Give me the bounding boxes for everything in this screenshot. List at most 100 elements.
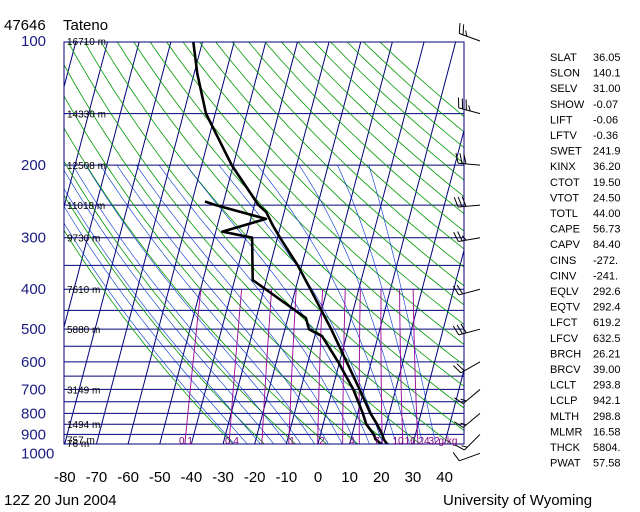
index-value: 36.05: [593, 52, 621, 64]
temperature-tick-label: -70: [86, 469, 108, 486]
height-label: 16710 m: [67, 37, 106, 48]
index-value: 298.8: [593, 411, 621, 423]
dry-adiabat-line: [248, 42, 464, 250]
mixing-ratio-label: 0.4: [225, 436, 239, 447]
index-value: 24.50: [593, 192, 621, 204]
wind-barb: [455, 152, 481, 166]
temperature-tick-label: 40: [436, 469, 453, 486]
isotherm-line: [349, 42, 457, 444]
mixing-ratio-label: g/kg: [439, 436, 458, 447]
dry-adiabat-line: [182, 42, 464, 326]
data-source: University of Wyoming: [443, 492, 592, 509]
isotherm-line: [95, 42, 203, 444]
dry-adiabat-line: [64, 127, 328, 444]
wind-barb: [458, 23, 481, 42]
mixing-ratio-line: [342, 289, 346, 444]
wind-barb: [455, 434, 481, 451]
moist-adiabat-line: [158, 164, 357, 444]
index-value: 292.4: [593, 302, 621, 314]
index-value: 632.5: [593, 333, 621, 345]
index-value: 292.6: [593, 286, 621, 298]
index-value: 26.21: [593, 348, 621, 360]
pressure-tick-label: 400: [21, 281, 46, 298]
index-name: SHOW: [550, 99, 585, 111]
wind-barb: [453, 196, 481, 208]
isotherm-line: [0, 41, 45, 462]
station-number: 47646: [4, 17, 46, 34]
wind-barb: [454, 412, 481, 428]
height-label: 11018 m: [67, 201, 105, 212]
pressure-tick-label: 600: [21, 354, 46, 371]
isotherm-line: [0, 41, 13, 462]
index-value: 84.40: [593, 239, 621, 251]
wind-barb-flag: [461, 235, 467, 241]
dry-adiabat-line: [64, 160, 297, 444]
isotherm-line: [190, 42, 298, 444]
temperature-tick-label: 20: [373, 469, 390, 486]
index-name: BRCH: [550, 348, 581, 360]
dewpoint-profile: [204, 200, 383, 444]
index-value: 19.50: [593, 177, 621, 189]
wind-barb-flag: [462, 24, 465, 35]
mixing-ratio-line: [317, 289, 324, 444]
isotherm-line: [127, 42, 235, 444]
wind-barb-flag: [452, 452, 460, 462]
moist-adiabat-line: [100, 164, 315, 444]
mixing-ratio-label: 0.1: [179, 436, 193, 447]
dry-adiabat-line: [84, 42, 453, 444]
index-name: VTOT: [550, 192, 579, 204]
wind-barb-staff: [464, 434, 481, 451]
dry-adiabat-line: [67, 42, 421, 444]
index-name: KINX: [550, 161, 576, 173]
isotherm-line: [159, 42, 267, 444]
dry-adiabat-line: [100, 42, 464, 431]
wind-barb-flag: [468, 105, 471, 112]
height-label: 14330 m: [67, 110, 106, 121]
pressure-tick-label: 300: [21, 230, 46, 247]
height-label: 757 m: [67, 435, 95, 446]
height-label: 76 m: [67, 439, 89, 450]
index-value: 56.73: [593, 224, 621, 236]
index-name: CINV: [550, 270, 577, 282]
index-value: 39.00: [593, 364, 621, 376]
wind-barb-flag: [459, 153, 463, 164]
index-name: SLON: [550, 68, 580, 80]
index-name: CINS: [550, 255, 576, 267]
moist-adiabat-line: [135, 164, 343, 444]
moist-adiabat-line: [64, 222, 235, 444]
index-value: 36.20: [593, 161, 621, 173]
index-value: 241.9: [593, 146, 621, 158]
station-name: Tateno: [63, 17, 108, 34]
wind-barb-flag: [456, 284, 464, 295]
moist-adiabat-line: [257, 164, 397, 444]
index-name: TOTL: [550, 208, 578, 220]
wind-barb: [452, 452, 481, 462]
mixing-ratio-label: 10: [392, 436, 404, 447]
mixing-ratio-line: [358, 289, 361, 444]
dry-adiabat-line: [133, 42, 464, 387]
index-name: CAPV: [550, 239, 581, 251]
isotherm-line: [64, 42, 172, 444]
dry-adiabat-line: [198, 42, 464, 306]
wind-barb: [452, 323, 481, 336]
isotherm-line: [380, 128, 464, 444]
dry-adiabat-line: [215, 42, 464, 287]
index-name: LFCT: [550, 317, 578, 329]
mixing-ratio-label: 4: [349, 436, 355, 447]
index-name: SELV: [550, 83, 578, 95]
index-value: 619.2: [593, 317, 621, 329]
index-name: LFCV: [550, 333, 579, 345]
isotherm-line: [64, 42, 77, 89]
moist-adiabat-line: [298, 164, 410, 444]
wind-barb: [453, 361, 481, 374]
mixing-ratio-label: 16: [404, 436, 416, 447]
index-name: SWET: [550, 146, 582, 158]
pressure-tick-label: 100: [21, 33, 46, 50]
index-value: -0.06: [593, 114, 618, 126]
pressure-tick-label: 200: [21, 157, 46, 174]
wind-barb: [452, 284, 481, 296]
stability-indices: SLAT 36.05 SLON 140.1 SELV 31.00 SHOW -0.07 LIFT…: [550, 52, 621, 470]
index-name: MLMR: [550, 426, 582, 438]
grid: [0, 41, 464, 462]
moist-adiabat-line: [368, 165, 437, 444]
